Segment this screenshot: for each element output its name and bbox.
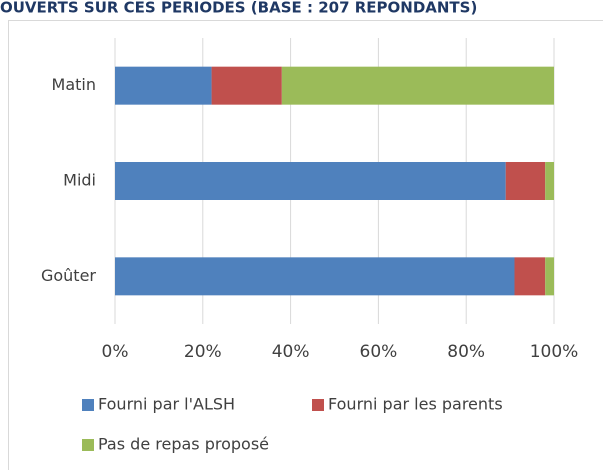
y-tick-label: Matin [52,75,96,94]
bar-segment [115,162,506,200]
bar-segment [505,162,546,200]
x-tick-label: 0% [102,342,129,362]
chart-title: OUVERTS SUR CES PERIODES (BASE : 207 REP… [0,0,477,17]
x-tick-label: 100% [530,342,579,362]
bar-segment [115,66,212,105]
chart-frame [8,20,603,470]
bar-segment [545,257,554,296]
x-tick-label: 40% [272,342,310,362]
legend-swatch [312,399,324,411]
legend-label: Fourni par l'ALSH [98,395,235,414]
y-tick-label: Midi [63,171,96,190]
legend-label: Pas de repas proposé [98,435,269,454]
legend-swatch [82,399,94,411]
bar-segment [281,66,554,105]
y-tick-label: Goûter [41,266,96,285]
legend-label: Fourni par les parents [328,395,503,414]
legend-swatch [82,439,94,451]
bar-segment [545,162,554,200]
x-tick-label: 20% [184,342,222,362]
x-tick-label: 60% [360,342,398,362]
bar-segment [514,257,546,296]
x-tick-label: 80% [447,342,485,362]
bar-segment [115,257,515,296]
bar-segment [211,66,282,105]
